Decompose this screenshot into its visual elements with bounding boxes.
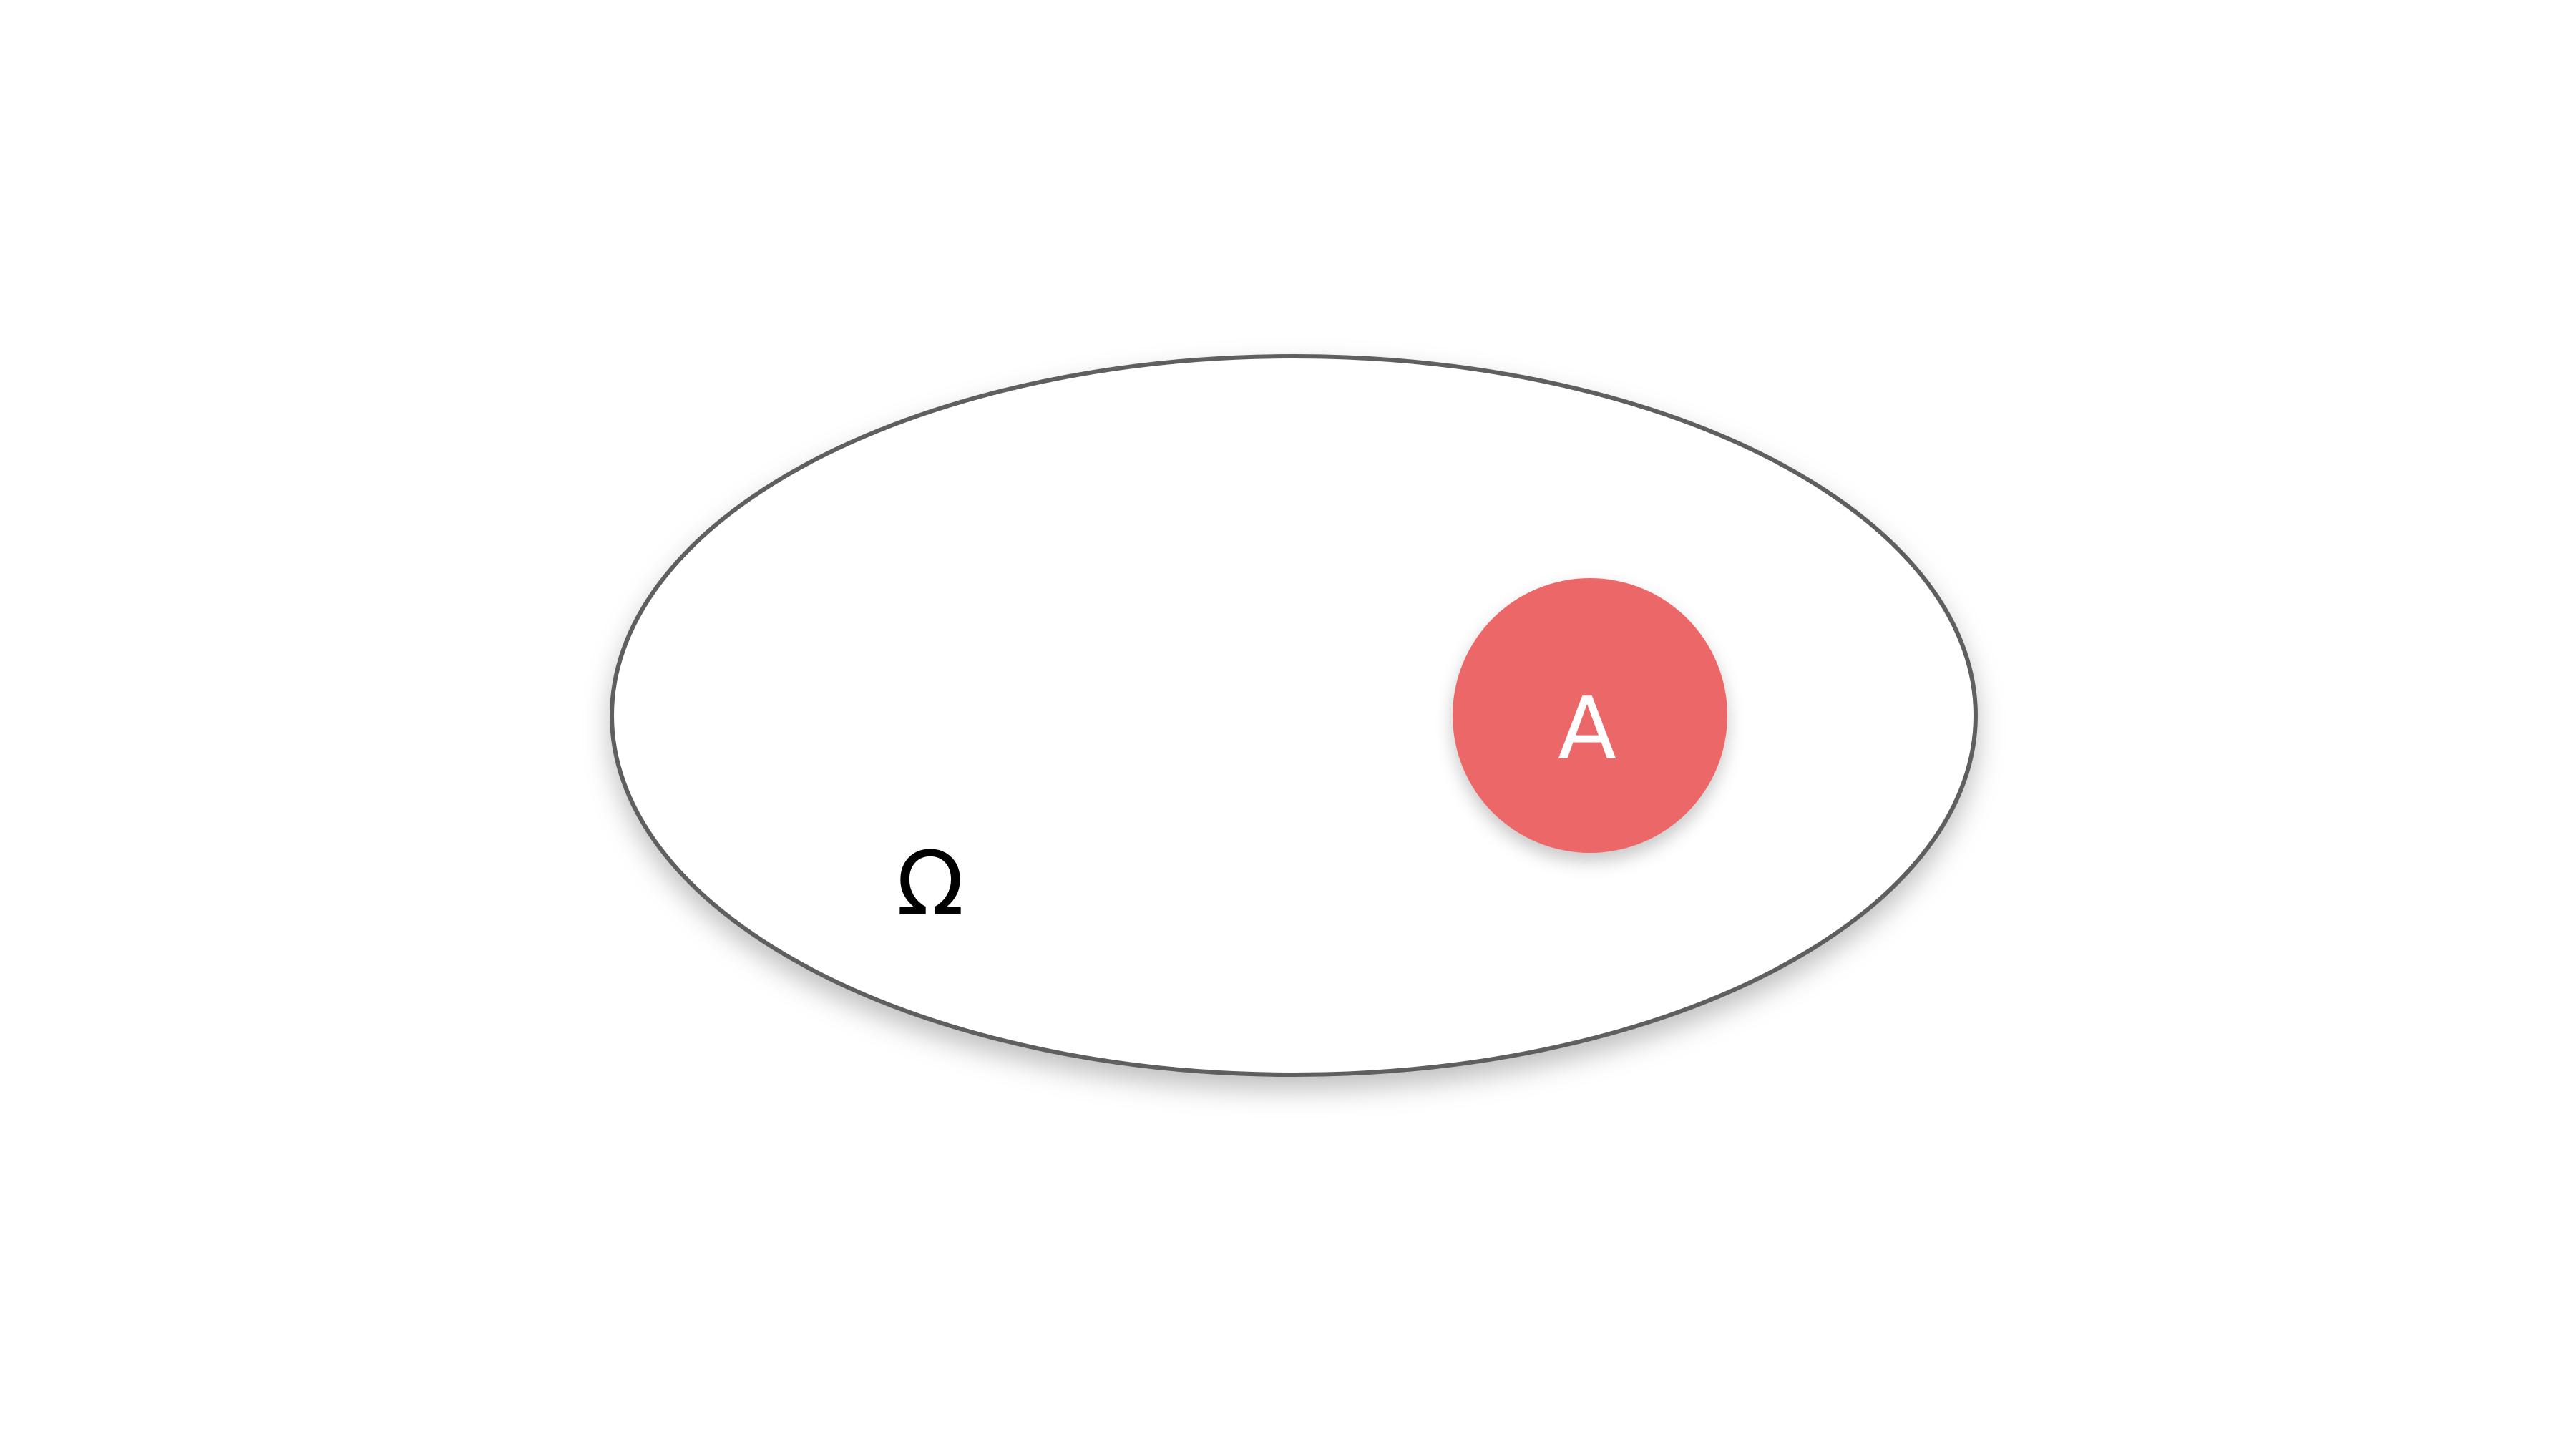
universe-ellipse	[610, 354, 1978, 1077]
set-a-circle	[1453, 578, 1727, 853]
universe-label: Ω	[897, 833, 965, 936]
set-a-label: A	[1558, 680, 1616, 779]
